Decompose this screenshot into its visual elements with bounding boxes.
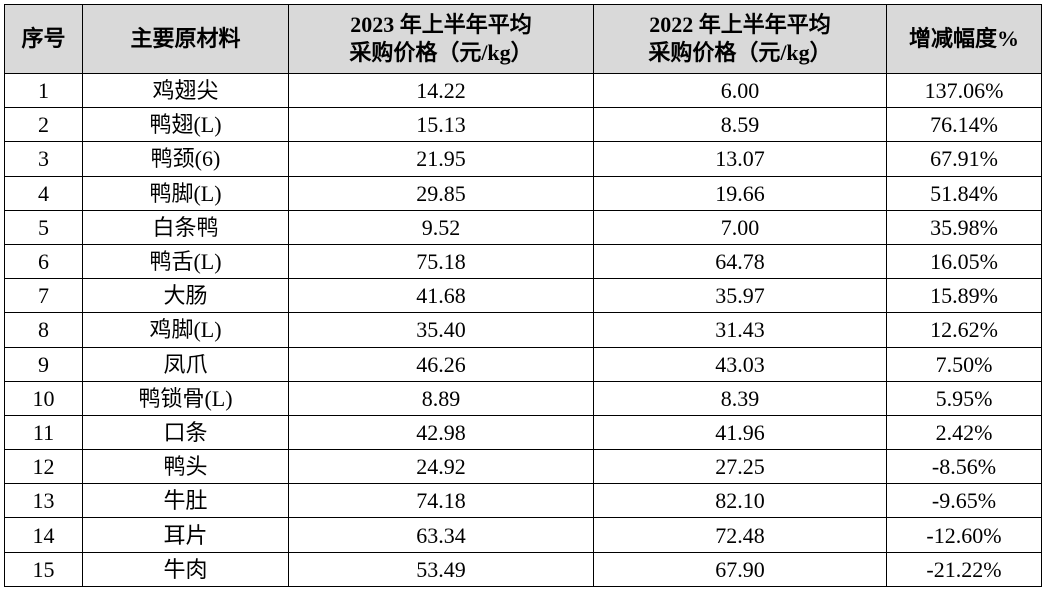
table-cell: -21.22%: [886, 551, 1042, 587]
table-cell: 7: [4, 278, 83, 314]
table-cell: 13.07: [593, 141, 887, 177]
table-cell: 8.39: [593, 380, 887, 416]
table-cell: 15.13: [288, 107, 594, 143]
table-cell: 耳片: [82, 517, 289, 553]
table-cell: 51.84%: [886, 175, 1042, 211]
table-cell: 82.10: [593, 483, 887, 519]
table-cell: 21.95: [288, 141, 594, 177]
table-cell: 16.05%: [886, 243, 1042, 280]
table-cell: 8: [4, 312, 83, 348]
table-cell: 7.50%: [886, 346, 1042, 382]
table-cell: 41.68: [288, 278, 594, 314]
table-cell: 10: [4, 380, 83, 416]
table-row: 13 牛肚 74.18 82.10 -9.65%: [4, 483, 1042, 519]
table-cell: 1: [4, 72, 83, 109]
table-cell: 74.18: [288, 483, 594, 519]
table-cell: 14.22: [288, 72, 594, 109]
table-cell: 牛肉: [82, 551, 289, 587]
table-cell: 9.52: [288, 209, 594, 245]
header-cell: 2023 年上半年平均 采购价格（元/kg）: [288, 4, 594, 74]
table-cell: 鸭脚(L): [82, 175, 289, 211]
table-row: 3 鸭颈(6) 21.95 13.07 67.91%: [4, 141, 1042, 177]
table-cell: 3: [4, 141, 83, 177]
table-cell: 53.49: [288, 551, 594, 587]
table-cell: 鸭颈(6): [82, 141, 289, 177]
table-cell: 鸭翅(L): [82, 107, 289, 143]
table-cell: 76.14%: [886, 107, 1042, 143]
table-cell: 8.59: [593, 107, 887, 143]
table-cell: 11: [4, 414, 83, 451]
table-cell: 41.96: [593, 414, 887, 451]
table-row: 4 鸭脚(L) 29.85 19.66 51.84%: [4, 175, 1042, 211]
table-cell: 7.00: [593, 209, 887, 245]
table-cell: 白条鸭: [82, 209, 289, 245]
table-row: 15 牛肉 53.49 67.90 -21.22%: [4, 551, 1042, 587]
table-cell: 2: [4, 107, 83, 143]
table-cell: 鸭舌(L): [82, 243, 289, 280]
table-row: 8 鸡脚(L) 35.40 31.43 12.62%: [4, 312, 1042, 348]
table-cell: 5.95%: [886, 380, 1042, 416]
table-cell: 鸡翅尖: [82, 72, 289, 109]
table-cell: 43.03: [593, 346, 887, 382]
table-cell: 9: [4, 346, 83, 382]
table-cell: 63.34: [288, 517, 594, 553]
table-cell: 42.98: [288, 414, 594, 451]
table-row: 6 鸭舌(L) 75.18 64.78 16.05%: [4, 243, 1042, 280]
price-table: 序号 主要原材料 2023 年上半年平均 采购价格（元/kg） 2022 年上半年平均…: [4, 4, 1042, 587]
table-row: 14 耳片 63.34 72.48 -12.60%: [4, 517, 1042, 553]
table-cell: 14: [4, 517, 83, 553]
table-row: 1 鸡翅尖 14.22 6.00 137.06%: [4, 72, 1042, 109]
table-row: 7 大肠 41.68 35.97 15.89%: [4, 278, 1042, 314]
table-cell: 29.85: [288, 175, 594, 211]
table-cell: 64.78: [593, 243, 887, 280]
table-cell: -12.60%: [886, 517, 1042, 553]
table-row: 5 白条鸭 9.52 7.00 35.98%: [4, 209, 1042, 245]
table-cell: 15: [4, 551, 83, 587]
table-cell: -9.65%: [886, 483, 1042, 519]
table-cell: 35.97: [593, 278, 887, 314]
table-cell: -8.56%: [886, 449, 1042, 485]
table-cell: 35.98%: [886, 209, 1042, 245]
table-cell: 牛肚: [82, 483, 289, 519]
header-cell: 增减幅度%: [886, 4, 1042, 74]
table-row: 10 鸭锁骨(L) 8.89 8.39 5.95%: [4, 380, 1042, 416]
table-cell: 大肠: [82, 278, 289, 314]
table-cell: 5: [4, 209, 83, 245]
table-cell: 12.62%: [886, 312, 1042, 348]
table-cell: 4: [4, 175, 83, 211]
table-cell: 75.18: [288, 243, 594, 280]
table-cell: 27.25: [593, 449, 887, 485]
table-cell: 67.90: [593, 551, 887, 587]
table-cell: 凤爪: [82, 346, 289, 382]
table-cell: 鸭头: [82, 449, 289, 485]
table-cell: 31.43: [593, 312, 887, 348]
table-row: 9 凤爪 46.26 43.03 7.50%: [4, 346, 1042, 382]
table-row: 11 口条 42.98 41.96 2.42%: [4, 414, 1042, 451]
table-cell: 46.26: [288, 346, 594, 382]
table-cell: 72.48: [593, 517, 887, 553]
header-row: 序号 主要原材料 2023 年上半年平均 采购价格（元/kg） 2022 年上半年平均…: [4, 4, 1042, 74]
table-cell: 19.66: [593, 175, 887, 211]
table-row: 12 鸭头 24.92 27.25 -8.56%: [4, 449, 1042, 485]
table-cell: 鸡脚(L): [82, 312, 289, 348]
table-cell: 2.42%: [886, 414, 1042, 451]
table-cell: 137.06%: [886, 72, 1042, 109]
table-cell: 24.92: [288, 449, 594, 485]
table-cell: 13: [4, 483, 83, 519]
table-cell: 35.40: [288, 312, 594, 348]
table-cell: 67.91%: [886, 141, 1042, 177]
table-body: 1 鸡翅尖 14.22 6.00 137.06% 2 鸭翅(L) 15.13 8.59 76.14…: [4, 72, 1042, 587]
table-cell: 鸭锁骨(L): [82, 380, 289, 416]
table-cell: 6.00: [593, 72, 887, 109]
header-cell: 序号: [4, 4, 83, 74]
header-cell: 2022 年上半年平均 采购价格（元/kg）: [593, 4, 887, 74]
table-cell: 12: [4, 449, 83, 485]
table-cell: 6: [4, 243, 83, 280]
table-row: 2 鸭翅(L) 15.13 8.59 76.14%: [4, 107, 1042, 143]
table-cell: 口条: [82, 414, 289, 451]
table-cell: 15.89%: [886, 278, 1042, 314]
header-cell: 主要原材料: [82, 4, 289, 74]
table-cell: 8.89: [288, 380, 594, 416]
